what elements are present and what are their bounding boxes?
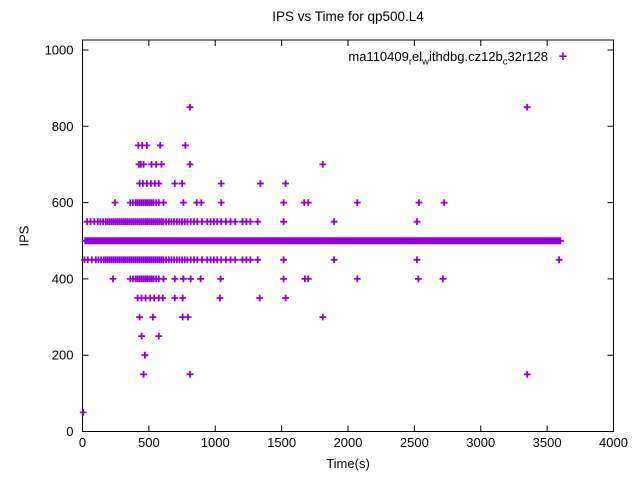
x-tick-label: 2000 — [334, 435, 363, 450]
y-tick-label: 800 — [52, 119, 74, 134]
y-tick-label: 600 — [52, 195, 74, 210]
x-tick-label: 1500 — [267, 435, 296, 450]
x-tick-label: 3000 — [466, 435, 495, 450]
legend: ma110409relwithdbg.cz12bc32r128 + — [348, 48, 578, 67]
x-tick-label: 4000 — [599, 435, 628, 450]
legend-label-subscript: c — [502, 56, 508, 68]
plot-border — [82, 39, 614, 432]
x-tick-label: 0 — [79, 435, 86, 450]
legend-label-subscript: w — [422, 56, 430, 68]
chart-title: IPS vs Time for qp500.L4 — [272, 9, 424, 24]
legend-marker-icon: + — [558, 48, 568, 65]
x-tick-label: 1000 — [201, 435, 230, 450]
x-tick-label: 500 — [138, 435, 160, 450]
y-tick-label: 0 — [66, 424, 73, 439]
legend-label: ma110409relwithdbg.cz12bc32r128 — [348, 49, 548, 67]
x-tick-label: 2500 — [400, 435, 429, 450]
y-tick-label: 1000 — [45, 43, 74, 58]
axis-ticks — [82, 40, 614, 432]
legend-label-segment: el — [412, 49, 423, 64]
x-axis-title: Time(s) — [326, 456, 370, 471]
legend-label-segment: ma110409 — [348, 49, 409, 64]
data-points — [79, 103, 564, 416]
y-tick-label: 400 — [52, 271, 74, 286]
legend-label-subscript: r — [408, 56, 413, 68]
y-tick-label: 200 — [52, 348, 74, 363]
x-tick-label: 3500 — [533, 435, 562, 450]
legend-label-segment: 32r128 — [507, 49, 548, 64]
legend-label-segment: ithdbg.cz12b — [429, 49, 503, 64]
